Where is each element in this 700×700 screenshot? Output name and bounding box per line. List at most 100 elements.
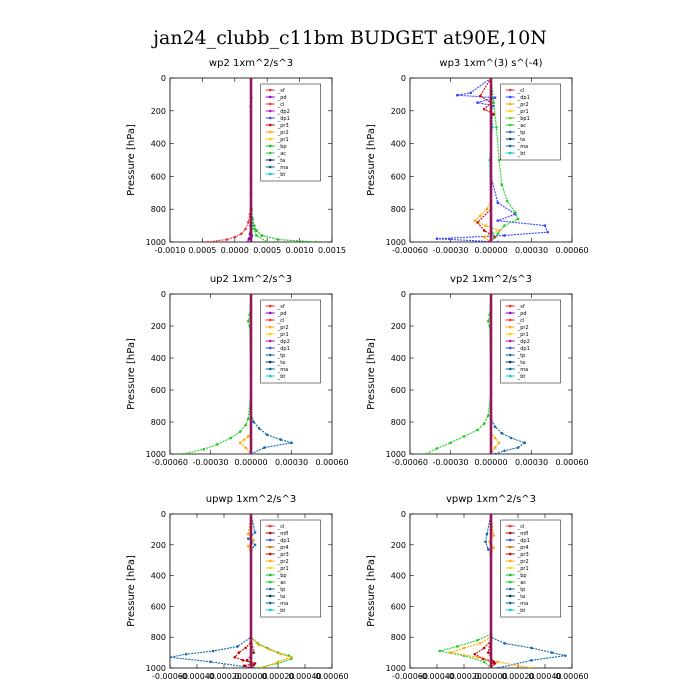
- legend-marker: [268, 339, 272, 343]
- legend-entry: _pd: [277, 311, 287, 317]
- legend-entry: _pd: [277, 95, 287, 101]
- panel-title: up2 1xm^2/s^3: [210, 274, 292, 285]
- data-point: [236, 645, 239, 648]
- x-tick-label: -0.00060: [152, 672, 188, 681]
- legend-marker: [268, 552, 272, 556]
- data-point: [260, 666, 264, 668]
- data-point: [503, 449, 506, 453]
- panel-3: vp2 1xm^2/s^3 Pressure [hPa] 0 200 400 600 800…: [366, 274, 589, 467]
- data-point: [497, 229, 501, 232]
- legend-entry: _bt: [277, 608, 286, 614]
- data-point: [469, 91, 473, 95]
- data-point: [245, 659, 249, 662]
- data-point: [503, 234, 506, 237]
- legend-marker: [268, 325, 272, 329]
- y-axis-label: Pressure [hPa]: [366, 124, 377, 196]
- data-point: [485, 532, 489, 536]
- legend-entry: _bt: [517, 151, 526, 157]
- data-point: [206, 240, 210, 242]
- legend-entry: _pr1: [517, 566, 529, 572]
- legend-entry: _pr1: [277, 137, 289, 143]
- legend-marker: [268, 573, 272, 577]
- data-point: [482, 646, 486, 650]
- legend-marker: [268, 346, 272, 350]
- data-point: [252, 666, 255, 668]
- legend-entry: _sf: [517, 304, 525, 310]
- legend-marker: [508, 601, 512, 605]
- y-tick-label: 0: [161, 290, 166, 299]
- legend-entry: _dp1: [277, 346, 290, 352]
- data-point: [563, 654, 567, 657]
- legend-marker: [508, 332, 512, 336]
- legend-marker: [268, 304, 272, 308]
- data-point: [496, 219, 500, 222]
- y-tick-label: 0: [401, 510, 406, 519]
- x-tick-label: -0.00030: [433, 246, 469, 255]
- data-point: [257, 427, 261, 430]
- legend-entry: _ta: [277, 594, 286, 600]
- data-point: [493, 446, 497, 449]
- data-point: [252, 663, 255, 667]
- x-tick-label: 0.0010: [286, 246, 314, 255]
- data-point: [252, 538, 255, 542]
- x-tick-label: 0.0005: [188, 246, 216, 255]
- legend-entry: _ma: [277, 367, 288, 373]
- legend-entry: _mfl: [277, 531, 289, 537]
- data-point: [492, 101, 496, 104]
- data-point: [485, 207, 489, 211]
- legend-marker: [508, 130, 512, 134]
- data-point: [202, 447, 206, 451]
- y-tick-label: 1000: [386, 664, 406, 673]
- data-point: [279, 438, 283, 441]
- series-group: [435, 78, 549, 242]
- legend-marker: [508, 353, 512, 357]
- figure-title: jan24_clubb_c11bm BUDGET at90E,10N: [151, 27, 547, 49]
- data-point: [492, 112, 496, 116]
- legend-marker: [508, 95, 512, 99]
- y-tick-label: 1000: [386, 450, 406, 459]
- data-point: [229, 436, 233, 440]
- legend-marker: [508, 325, 512, 329]
- legend-marker: [508, 524, 512, 528]
- data-point: [257, 643, 261, 647]
- legend-entry: _bp: [277, 144, 287, 150]
- data-point: [279, 652, 283, 656]
- x-tick-label: 0.00060: [555, 246, 588, 255]
- data-point: [481, 657, 485, 661]
- legend-marker: [268, 144, 272, 148]
- data-point: [493, 96, 497, 99]
- legend-entry: _pr2: [277, 325, 289, 331]
- data-point: [247, 237, 251, 241]
- legend-marker: [268, 353, 272, 357]
- legend-marker: [508, 109, 512, 113]
- legend-marker: [508, 304, 512, 308]
- legend-entry: _pr3: [277, 552, 289, 558]
- data-point: [478, 642, 482, 645]
- data-point: [247, 532, 250, 536]
- y-tick-label: 200: [391, 107, 406, 116]
- series-line-ac: [183, 294, 252, 454]
- data-point: [482, 229, 486, 232]
- y-tick-label: 800: [391, 633, 406, 642]
- data-point: [487, 414, 490, 417]
- legend-marker: [508, 538, 512, 542]
- data-point: [487, 240, 490, 242]
- legend-marker: [268, 109, 272, 113]
- legend-entry: _pr2: [517, 559, 529, 565]
- x-tick-label: 0.00020: [261, 672, 294, 681]
- panel-2: up2 1xm^2/s^3 Pressure [hPa] 0 200 400 600 800…: [126, 274, 349, 467]
- y-tick-label: 400: [151, 140, 166, 149]
- x-tick-label: 0.0000: [221, 246, 249, 255]
- x-tick-label: 0.00030: [515, 458, 548, 467]
- legend-entry: _pr2: [277, 559, 289, 565]
- data-point: [256, 666, 260, 668]
- legend-entry: _ma: [517, 601, 528, 607]
- x-tick-label: 0.0015: [318, 246, 346, 255]
- data-point: [505, 199, 509, 203]
- data-point: [493, 436, 497, 440]
- y-tick-label: 200: [391, 322, 406, 331]
- data-point: [482, 107, 486, 111]
- data-point: [478, 214, 482, 218]
- y-tick-label: 0: [401, 290, 406, 299]
- data-point: [482, 660, 486, 664]
